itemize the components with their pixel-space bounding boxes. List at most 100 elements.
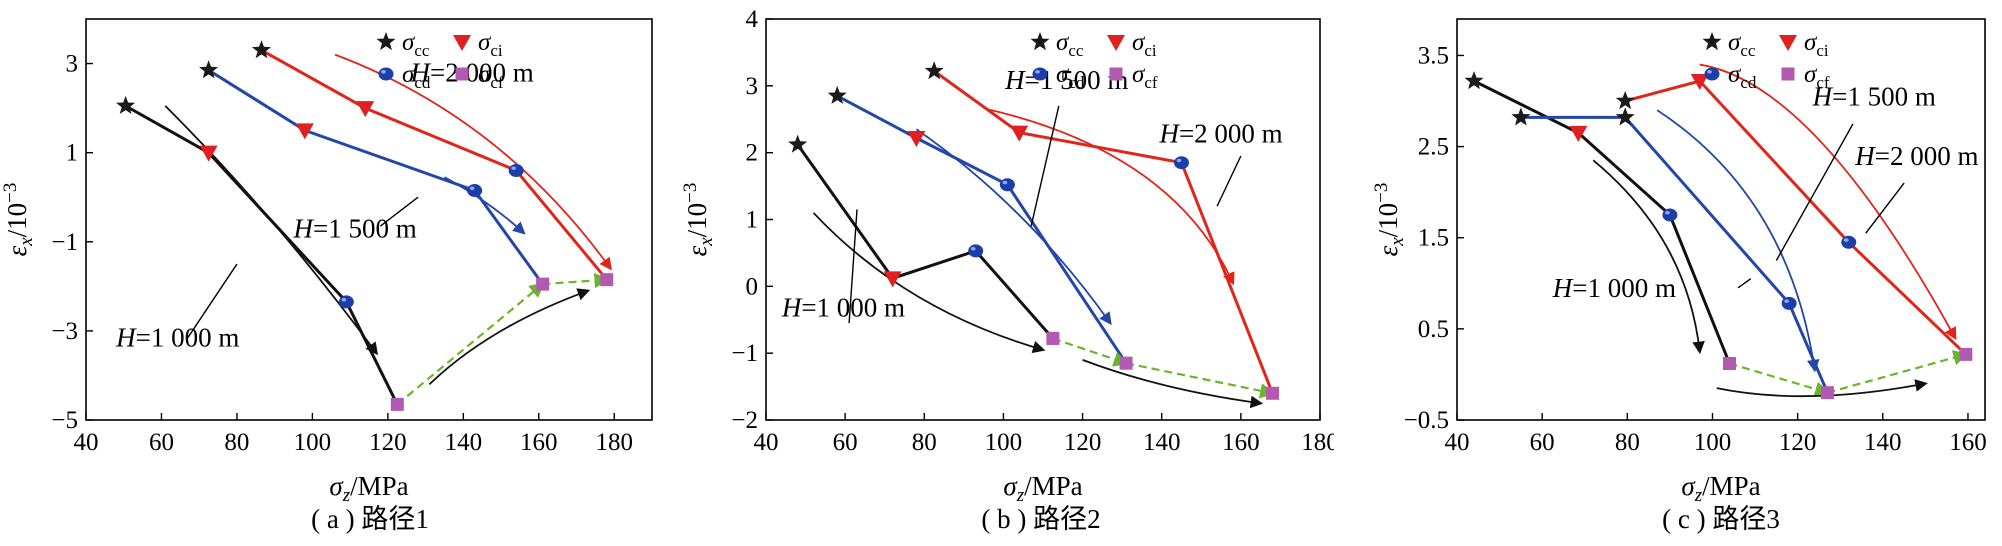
chart-svg: 40 60 80 100 120 140 160 −0.5 0.5 1.5 2.5 3.5 σz/MPa… [1371, 18, 1987, 534]
x-tick-label: 40 [754, 429, 779, 456]
series-line-h1500 [1520, 115, 1829, 394]
trend-arrow-h1000 [428, 288, 591, 386]
series-annotation: H=2 000 m [410, 57, 534, 87]
legend-marker-triangle-down [453, 35, 471, 51]
plot-frame [85, 18, 653, 421]
y-tick-label: 1.5 [1418, 225, 1449, 252]
series-line-h1000 [124, 104, 399, 406]
series-annotation: H=1 000 m [1552, 273, 1676, 303]
y-tick-label: 3 [66, 51, 79, 78]
x-axis-title: σz/MPa [1003, 471, 1082, 506]
trend-arrow-h1000 [812, 212, 1046, 354]
marker-square [536, 277, 550, 291]
x-axis-title: σz/MPa [329, 471, 408, 506]
legend-label-cd: σcd [402, 61, 431, 92]
series-line-h2000 [1624, 79, 1967, 356]
series-line-h2000 [260, 48, 608, 281]
y-tick-label: 2 [746, 140, 759, 167]
chart-panel-b: 40 60 80 100 120 140 160 180 −2 −1 0 1 2 3 4 σz/MPa εx/1… [668, 0, 1334, 546]
marker-sphere-highlight [1784, 299, 1790, 303]
trend-arrow-h1000 [1716, 379, 1928, 398]
marker-triangle-down [356, 101, 375, 118]
marker-triangle-down [883, 271, 902, 288]
series-line-h1000 [796, 143, 1055, 340]
legend-marker-triangle-down [1107, 35, 1125, 51]
x-tick-label: 100 [985, 429, 1023, 456]
x-tick-label: 140 [1143, 429, 1181, 456]
series-annotation: H=1 500 m [1812, 82, 1936, 112]
legend: σcc σci σcd σcf [1702, 29, 1830, 92]
y-axis-title-group: εx/10−3 [1371, 183, 1408, 257]
legend-marker-square [455, 67, 469, 81]
legend-marker-star [1030, 32, 1050, 51]
marker-star [924, 61, 944, 80]
legend-label-cf: σcf [1804, 61, 1830, 92]
series-annotation: H=2 000 m [1158, 119, 1282, 149]
marker-sphere [1662, 208, 1678, 222]
y-axis-title: εx/10−3 [680, 183, 717, 257]
marker-sphere [1781, 296, 1797, 310]
series-line-h1500 [836, 94, 1128, 365]
annotation-leader [1030, 105, 1060, 227]
failure-path-segment [1729, 362, 1831, 397]
marker-triangle-down [1569, 125, 1588, 142]
failure-path-segment [396, 282, 545, 406]
marker-sphere [338, 295, 354, 309]
x-tick-label: 140 [1864, 429, 1902, 456]
x-tick-label: 80 [912, 429, 937, 456]
marker-sphere-highlight [1843, 238, 1849, 242]
y-tick-label: 3 [746, 73, 759, 100]
marker-sphere-highlight [1002, 180, 1008, 185]
panel-caption: ( a ) 路径1 [311, 504, 429, 534]
trend-arrow-h2000 [334, 53, 612, 271]
y-tick-label: 1 [746, 207, 759, 234]
marker-star [1511, 107, 1531, 126]
marker-sphere-highlight [970, 246, 976, 251]
marker-star [1615, 107, 1635, 126]
legend-label-cd: σcd [1056, 61, 1085, 92]
series-line-h1500 [207, 68, 544, 285]
x-tick-label: 140 [445, 429, 483, 456]
marker-sphere [467, 184, 483, 198]
series-annotation: H=1 500 m [293, 213, 417, 243]
y-tick-label: −0.5 [1404, 407, 1449, 434]
panel-caption: ( c ) 路径3 [1662, 504, 1780, 534]
series-annotation: H=1 000 m [781, 292, 905, 322]
legend-marker-sphere [378, 67, 394, 81]
marker-square [1046, 331, 1060, 345]
marker-sphere-highlight [469, 186, 475, 191]
marker-sphere [968, 244, 984, 258]
marker-sphere-highlight [1176, 158, 1182, 163]
legend-label-cc: σcc [1728, 29, 1756, 60]
y-tick-label: 1 [66, 140, 79, 167]
trend-arrow-h1000 [1592, 159, 1705, 355]
legend-label-ci: σci [478, 29, 503, 60]
y-tick-label: −3 [51, 318, 78, 345]
x-axis-title: σz/MPa [1681, 471, 1760, 506]
x-tick-label: 180 [1301, 429, 1334, 456]
x-tick-label: 100 [1694, 429, 1732, 456]
x-tick-label: 60 [149, 429, 174, 456]
trend-arrow-h2000 [1699, 63, 1957, 341]
marker-sphere-highlight [341, 297, 347, 302]
legend-label-cc: σcc [402, 29, 430, 60]
series-line-h1000 [1473, 79, 1731, 365]
y-axis-title-group: εx/10−3 [680, 183, 717, 257]
marker-star [116, 95, 136, 114]
marker-square [600, 273, 614, 287]
annotation-leader [1216, 155, 1242, 207]
annotation-leader [1737, 278, 1752, 289]
marker-sphere [1841, 235, 1857, 249]
legend-marker-sphere-highlight [381, 70, 386, 74]
marker-sphere [1174, 156, 1189, 170]
failure-path-segment [1827, 350, 1969, 394]
legend-marker-star [1702, 32, 1722, 51]
x-tick-label: 80 [1615, 429, 1640, 456]
y-axis-title-group: εx/10−3 [0, 183, 37, 257]
x-tick-label: 60 [833, 429, 858, 456]
legend-marker-sphere [1704, 67, 1720, 81]
x-tick-label: 120 [369, 429, 407, 456]
y-tick-label: 3.5 [1418, 42, 1449, 69]
trend-arrow-h1500 [915, 128, 1112, 326]
legend-label-cd: σcd [1728, 61, 1757, 92]
